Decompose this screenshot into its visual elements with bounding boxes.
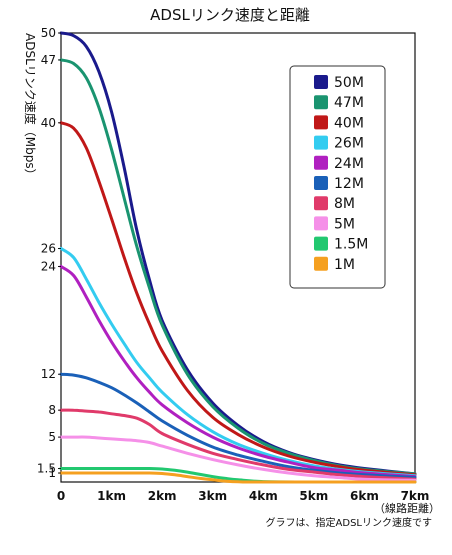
legend-swatch xyxy=(314,155,328,170)
y-tick-label: 5 xyxy=(48,430,56,444)
legend-label: 12M xyxy=(334,176,364,192)
y-tick-label: 40 xyxy=(41,116,56,130)
x-axis-ticks: 0 1km 2km 3km 4km 5km 6km 7km xyxy=(57,489,430,503)
y-axis-label: ADSLリンク速度（Mbps） xyxy=(23,33,38,181)
x-tick-label: 4km xyxy=(249,489,278,503)
y-tick-label: 1.5 xyxy=(37,462,56,476)
legend: 50M 47M 40M 26M 24M 12M 8M 5M 1.5M 1M xyxy=(289,65,386,289)
legend-label: 5M xyxy=(334,216,355,232)
series-line-24M xyxy=(59,265,417,479)
series-line-47M xyxy=(59,58,417,476)
legend-swatch xyxy=(314,115,328,130)
series-line-1M xyxy=(59,471,417,484)
legend-box xyxy=(289,65,386,289)
series-line-8M xyxy=(59,408,417,481)
legend-swatch xyxy=(314,95,328,110)
series-line-40M xyxy=(59,121,417,477)
series-line-5M xyxy=(59,435,417,482)
legend-swatch xyxy=(314,216,328,231)
legend-swatch xyxy=(314,196,328,211)
legend-label: 1M xyxy=(334,257,355,273)
legend-label: 40M xyxy=(334,115,364,131)
x-axis-unit-note: （線路距離） xyxy=(374,501,440,515)
y-tick-label: 1 xyxy=(48,466,56,480)
legend-label: 50M xyxy=(334,75,364,91)
y-tick-label: 8 xyxy=(48,403,56,417)
x-tick-label: 3km xyxy=(198,489,227,503)
series-line-12M xyxy=(59,372,417,479)
y-axis-ticks: 11.5 5 8 12 24 26 40 47 50 xyxy=(37,26,61,480)
legend-swatch xyxy=(314,256,328,271)
legend-swatch xyxy=(314,176,328,190)
legend-label: 26M xyxy=(334,136,364,152)
legend-label: 24M xyxy=(334,156,364,172)
legend-swatch xyxy=(314,135,328,150)
series-line-26M xyxy=(59,247,417,478)
x-tick-label: 7km xyxy=(401,489,430,503)
y-tick-label: 24 xyxy=(41,259,56,273)
legend-label: 47M xyxy=(334,95,364,111)
chart-title: ADSLリンク速度と距離 xyxy=(150,6,310,24)
x-tick-label: 6km xyxy=(350,489,379,503)
legend-label: 1.5M xyxy=(334,237,368,253)
y-tick-label: 12 xyxy=(41,367,56,381)
footnote: グラフは、指定ADSLリンク速度です xyxy=(266,516,432,529)
legend-swatch xyxy=(314,236,328,251)
x-tick-label: 1km xyxy=(97,489,126,503)
y-tick-label: 50 xyxy=(41,26,56,40)
x-tick-label: 2km xyxy=(148,489,177,503)
y-tick-label: 26 xyxy=(41,242,56,256)
x-tick-label: 0 xyxy=(57,489,65,503)
legend-label: 8M xyxy=(334,196,355,212)
x-tick-label: 5km xyxy=(299,489,328,503)
y-tick-label: 47 xyxy=(41,53,56,67)
legend-swatch xyxy=(314,75,328,89)
